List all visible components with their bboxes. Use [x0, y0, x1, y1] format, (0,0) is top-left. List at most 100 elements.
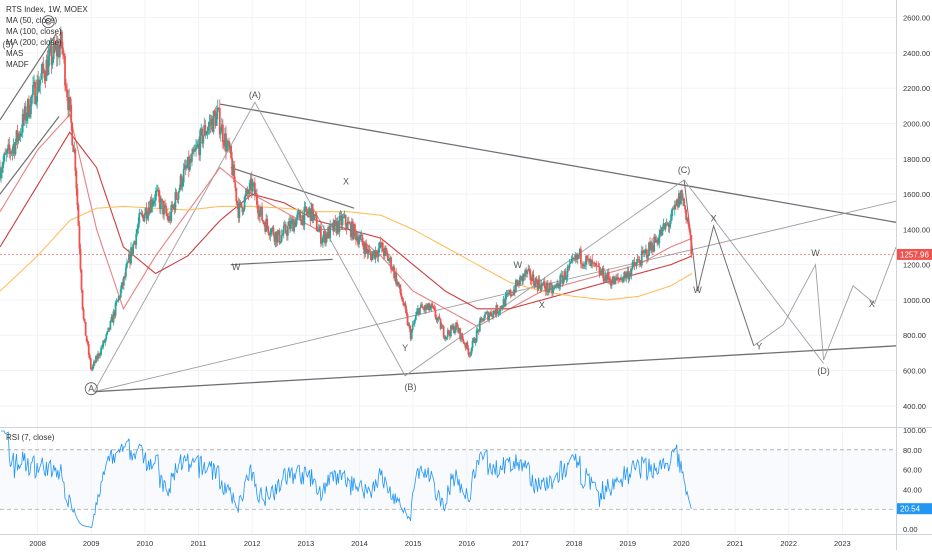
candle-body: [497, 312, 500, 314]
candle-body: [543, 281, 546, 289]
time-tick-label: 2013: [297, 539, 314, 548]
candle-body: [531, 274, 534, 281]
candles: [0, 26, 693, 372]
candle-body: [556, 283, 559, 285]
candle-body: [658, 234, 661, 243]
candle-body: [44, 78, 47, 81]
candle-body: [209, 121, 212, 125]
time-tick-label: 2020: [673, 539, 690, 548]
candle-body: [47, 56, 50, 75]
candle-body: [35, 101, 38, 104]
price-axis[interactable]: 400.00 600.00 800.00 1000.00 1200.00 1400.00 1…: [903, 14, 930, 411]
candle-body: [464, 344, 467, 348]
candle-body: [455, 322, 457, 330]
candle-body: [346, 221, 349, 230]
candle-body: [422, 307, 424, 309]
candle-body: [636, 259, 639, 262]
candle-body: [260, 206, 262, 211]
candle-body: [632, 262, 635, 263]
candle-body: [460, 333, 463, 340]
candle-body: [671, 208, 674, 211]
candle-body: [173, 204, 176, 211]
candle-body: [507, 293, 510, 295]
candle-body: [207, 126, 210, 131]
candle-body: [639, 263, 642, 266]
candle-body: [210, 118, 213, 125]
indicator-ma50[interactable]: MA (50, close): [6, 16, 57, 25]
indicator-mas[interactable]: MAS: [6, 49, 23, 58]
candle-body: [395, 272, 398, 285]
candle-body: [32, 84, 34, 96]
candle-body: [58, 46, 61, 57]
candle-body: [446, 330, 449, 337]
candle-body: [265, 218, 268, 232]
wave-label: Y: [402, 343, 408, 353]
candle-body: [4, 153, 7, 155]
candle-body: [589, 258, 592, 267]
candle-body: [627, 270, 630, 280]
indicator-madf[interactable]: MADF: [6, 60, 29, 69]
candle-body: [453, 325, 455, 334]
candle-body: [622, 278, 625, 282]
candle-body: [319, 226, 322, 244]
candle-body: [145, 208, 148, 219]
candle-body: [179, 175, 182, 188]
candle-body: [471, 340, 474, 349]
candle-body: [226, 143, 228, 152]
candle-body: [469, 353, 472, 355]
candle-body: [562, 277, 565, 284]
candle-body: [623, 272, 626, 279]
candle-body: [108, 327, 111, 330]
candle-body: [245, 189, 248, 195]
candle-body: [655, 239, 658, 243]
candle-body: [532, 274, 535, 284]
candle-body: [119, 289, 122, 298]
candle-body: [588, 258, 591, 260]
time-tick-label: 2014: [351, 539, 368, 548]
candle-body: [591, 259, 594, 264]
candle-body: [41, 63, 44, 74]
candle-body: [358, 239, 360, 245]
candle-body: [275, 231, 278, 243]
candle-body: [50, 45, 53, 65]
candle-body: [161, 198, 163, 201]
candle-body: [388, 260, 390, 262]
candle-body: [602, 268, 605, 281]
candle-body: [565, 277, 568, 280]
candle-body: [227, 141, 229, 144]
candle-body: [101, 347, 104, 348]
candle-body: [669, 220, 672, 225]
candle-body: [598, 266, 601, 275]
indicator-ma100[interactable]: MA (100, close): [6, 27, 62, 36]
candle-body: [254, 193, 257, 196]
candle-body: [160, 198, 162, 210]
candle-body: [3, 153, 6, 162]
wave-abcd: [93, 101, 824, 392]
candle-body: [506, 293, 509, 295]
candle-body: [535, 278, 538, 282]
rsi-title[interactable]: RSI (7, close): [6, 433, 55, 442]
candle-body: [110, 316, 113, 321]
candle-body: [513, 289, 516, 293]
candle-body: [662, 223, 665, 227]
candle-body: [635, 261, 638, 266]
candle-body: [489, 312, 491, 316]
candle-body: [193, 149, 195, 152]
candle-body: [280, 235, 283, 242]
candle-body: [77, 205, 80, 226]
candle-body: [600, 270, 603, 275]
time-axis[interactable]: 2008 2009 2010 2011 2012 2013 2014 2015 2016 2017…: [29, 539, 850, 548]
candle-body: [418, 308, 420, 315]
candle-body: [461, 333, 464, 340]
candle-body: [157, 189, 160, 197]
candle-body: [274, 231, 277, 242]
indicator-ma200[interactable]: MA (200, close): [6, 38, 62, 47]
candle-body: [458, 328, 461, 333]
candle-body: [334, 220, 337, 221]
candle-body: [221, 124, 224, 143]
wave-labels: A (A) (B) (C) (D) W X Y W X X W Y W X (5) C: [3, 15, 875, 396]
candle-body: [104, 338, 107, 343]
